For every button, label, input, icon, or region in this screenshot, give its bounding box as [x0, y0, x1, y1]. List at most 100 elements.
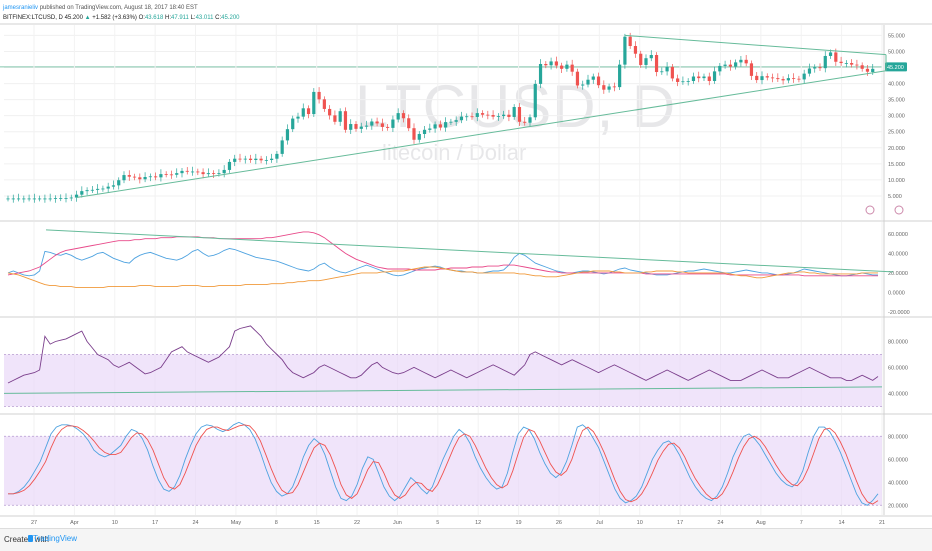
candle — [517, 107, 522, 122]
candle — [401, 113, 406, 119]
candle — [11, 198, 15, 200]
candle — [196, 171, 200, 173]
candle — [686, 81, 690, 82]
candle — [233, 158, 237, 162]
candle — [639, 53, 643, 65]
time-tick-label: 15 — [314, 520, 320, 526]
open-value: 43.618 — [144, 15, 164, 21]
created-with-text: Created with — [4, 535, 49, 544]
candle — [27, 198, 31, 200]
candle — [301, 108, 305, 117]
candle — [723, 64, 727, 66]
candle — [607, 86, 611, 90]
candle — [834, 52, 838, 62]
time-tick-label: 8 — [275, 520, 278, 526]
indicator-tick-label: 20.0000 — [888, 503, 908, 509]
candle — [328, 108, 332, 116]
candle — [681, 81, 685, 83]
indicator-series-line — [7, 231, 878, 277]
candle — [734, 62, 738, 67]
close-value: 45.200 — [221, 15, 240, 21]
chart-area[interactable]: 55.00050.00045.00040.00035.00030.00025.0… — [0, 0, 932, 528]
candle — [797, 78, 801, 80]
publish-info: jamesranieliv published on TradingView.c… — [3, 3, 198, 13]
time-tick-label: 26 — [556, 520, 562, 526]
candle — [459, 116, 464, 121]
footer-bar: Created with TradingView — [0, 528, 932, 551]
candle — [813, 67, 817, 69]
candle — [649, 55, 653, 59]
candle — [380, 123, 384, 127]
candle — [280, 140, 284, 154]
candle — [101, 188, 105, 190]
candle — [449, 121, 453, 123]
time-tick-label: 24 — [717, 520, 723, 526]
candle — [148, 176, 152, 178]
candle — [370, 121, 374, 126]
candle — [333, 115, 337, 122]
candle — [844, 63, 848, 64]
candle — [491, 115, 495, 117]
time-tick-label: 10 — [112, 520, 118, 526]
candle — [53, 198, 58, 199]
candle — [154, 176, 158, 178]
candle — [422, 129, 427, 134]
candle — [122, 175, 126, 181]
indicator-tick-label: 20.0000 — [888, 271, 908, 277]
author-link[interactable]: jamesranieliv — [3, 5, 39, 11]
candle — [391, 119, 395, 128]
candle — [222, 169, 226, 174]
indicator-tick-label: 80.0000 — [888, 434, 908, 440]
indicator-trendline — [3, 386, 883, 394]
candle — [48, 198, 52, 200]
candle — [38, 198, 42, 200]
candle — [665, 66, 669, 72]
candle — [765, 76, 769, 78]
candle — [802, 73, 806, 80]
candle — [707, 76, 711, 82]
price-tick-label: 25.000 — [888, 130, 905, 136]
candle — [417, 133, 421, 140]
candle — [343, 111, 348, 130]
publish-text: published on TradingView.com, August 18,… — [39, 5, 198, 11]
time-tick-label: 12 — [475, 520, 481, 526]
candle — [760, 76, 764, 81]
candle — [860, 65, 864, 69]
candle — [106, 186, 110, 189]
time-tick-label: Jun — [393, 520, 402, 526]
candle — [670, 66, 674, 79]
candle — [602, 85, 606, 90]
candle — [575, 71, 580, 86]
candle — [470, 116, 474, 118]
indicator-tick-label: 60.0000 — [888, 232, 908, 238]
open-label: O: — [138, 15, 145, 21]
candle — [291, 118, 295, 130]
time-tick-label: 27 — [31, 520, 37, 526]
candle — [454, 120, 458, 122]
candle — [64, 198, 68, 199]
candle — [697, 76, 701, 79]
candle — [306, 108, 311, 115]
candle — [6, 198, 10, 200]
price-tick-label: 5.000 — [888, 194, 902, 200]
candle — [591, 76, 595, 80]
time-tick-label: 19 — [516, 520, 522, 526]
indicator-series-line — [7, 266, 878, 289]
tradingview-brand-link[interactable]: TradingView — [33, 534, 78, 543]
candle — [74, 194, 79, 198]
candle — [317, 91, 321, 100]
candle — [238, 158, 242, 160]
indicator-tick-label: -20.0000 — [888, 310, 910, 316]
candle — [259, 158, 263, 161]
indicator-tick-label: 0.0000 — [888, 290, 905, 296]
candle — [386, 126, 390, 128]
indicator-tick-label: 80.0000 — [888, 339, 908, 345]
candle — [581, 84, 585, 86]
candle — [728, 64, 732, 67]
candle — [312, 91, 316, 115]
candle — [538, 63, 543, 84]
candle — [528, 117, 532, 123]
candle — [496, 116, 500, 117]
candle — [560, 65, 564, 69]
indicator-series-line — [7, 248, 878, 277]
